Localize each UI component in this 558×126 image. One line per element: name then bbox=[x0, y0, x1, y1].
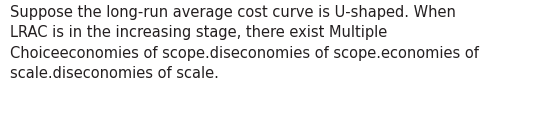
Text: Suppose the long-run average cost curve is U-shaped. When
LRAC is in the increas: Suppose the long-run average cost curve … bbox=[10, 5, 479, 81]
